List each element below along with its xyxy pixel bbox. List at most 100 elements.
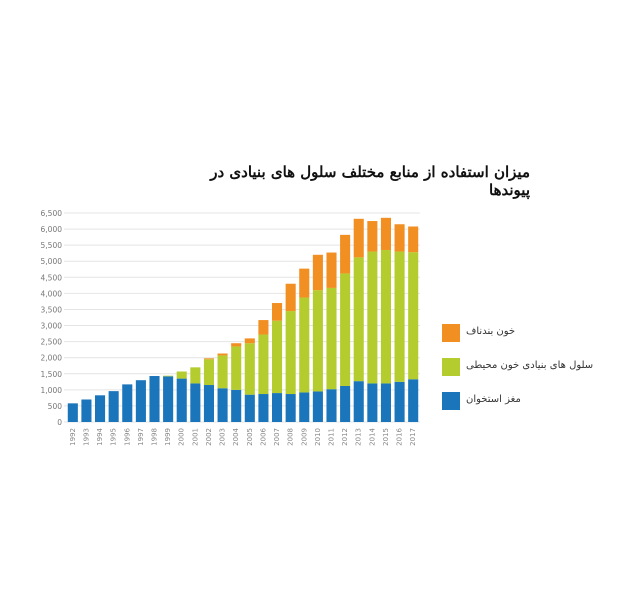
y-tick-label: 0 [57,418,62,427]
bar-segment-2005-series-2 [244,338,255,344]
bar-segment-2015-series-2 [380,217,391,250]
bar-segment-2008-series-0 [285,394,296,422]
legend: خون بندناف سلول های بنیادی خون محیطی مغز… [442,322,593,424]
bar-segment-2005-series-1 [244,343,255,395]
bar-segment-2002-series-2 [203,358,214,360]
x-tick-label-2010: 2010 [314,428,322,446]
x-tick-label-2014: 2014 [368,427,376,445]
bar-segment-1999-series-0 [163,376,174,422]
y-tick-label: 6,000 [41,225,63,234]
x-tick-label-1997: 1997 [137,428,145,446]
bar-segment-2017-series-2 [408,226,419,253]
y-tick-label: 3,500 [41,305,63,314]
legend-label-cord-blood: خون بندناف [466,326,516,337]
bar-segment-2005-series-0 [244,394,255,422]
x-tick-label-1996: 1996 [123,427,131,445]
x-tick-label-2012: 2012 [341,428,349,446]
bar-segment-2002-series-0 [203,385,214,422]
y-tick-label: 3,000 [41,322,63,331]
bar-segment-2000-series-1 [176,371,187,379]
bar-segment-2010-series-2 [312,254,323,291]
legend-label-peripheral-blood: سلول های بنیادی خون محیطی [466,360,594,371]
y-tick-label: 4,000 [41,289,63,298]
bar-segment-2013-series-0 [353,381,364,422]
y-tick-label: 2,000 [41,354,63,363]
x-tick-label-2011: 2011 [328,428,336,446]
x-tick-label-1993: 1993 [82,428,90,446]
bar-segment-2008-series-1 [285,311,296,395]
bar-segment-2013-series-1 [353,257,364,382]
bar-segment-2012-series-1 [340,273,351,386]
bar-segment-2004-series-1 [231,346,242,390]
x-tick-label-2017: 2017 [409,428,417,446]
bar-segment-2017-series-0 [408,379,419,422]
x-tick-label-2005: 2005 [246,428,254,446]
legend-item-peripheral-blood: سلول های بنیادی خون محیطی [442,356,593,378]
x-tick-label-1999: 1999 [164,428,172,446]
y-tick-label: 1,000 [41,386,63,395]
y-axis-tick-labels: 0 500 1,000 1,500 2,000 2,500 3,000 3,500 4,000 4… [41,209,63,427]
x-tick-label-2003: 2003 [219,428,227,446]
bar-segment-2007-series-2 [272,303,283,321]
legend-item-cord-blood: خون بندناف [442,322,572,344]
bar-segment-2003-series-0 [217,388,228,422]
x-tick-label-2009: 2009 [300,428,308,446]
y-tick-label: 4,500 [41,273,63,282]
bar-segment-2013-series-2 [353,218,364,258]
bar-segment-1992-series-0 [67,403,78,422]
bar-segment-1999-series-1 [163,375,174,377]
gridlines [64,212,420,423]
bar-segment-2003-series-1 [217,355,228,389]
legend-swatch-cord-blood [442,324,460,342]
y-tick-label: 5,500 [41,241,63,250]
x-tick-label-2006: 2006 [259,427,267,445]
x-tick-label-2007: 2007 [273,428,281,446]
x-tick-label-2001: 2001 [191,428,199,446]
bar-segment-2001-series-1 [190,367,201,384]
x-tick-label-2000: 2000 [178,428,186,446]
bar-segment-2001-series-0 [190,383,201,422]
y-tick-label: 500 [48,402,63,411]
bar-segment-1998-series-0 [149,376,160,422]
bar-segment-2007-series-0 [272,393,283,422]
bar-segment-2014-series-2 [367,221,378,252]
bar-segment-2004-series-2 [231,343,242,347]
bar-segment-2006-series-0 [258,394,269,422]
bar-segment-2016-series-0 [394,381,405,422]
legend-swatch-bone-marrow [442,392,460,410]
x-tick-label-2002: 2002 [205,428,213,446]
y-tick-label: 1,500 [41,370,63,379]
bar-segment-2012-series-2 [340,234,351,274]
legend-label-bone-marrow: مغز استخوان [466,394,521,405]
bar-segment-2010-series-1 [312,290,323,392]
bar-segment-2004-series-0 [231,389,242,422]
bar-segment-2000-series-0 [176,378,187,422]
y-tick-label: 5,000 [41,257,63,266]
bar-segment-2002-series-1 [203,359,214,386]
x-tick-label-2008: 2008 [287,428,295,446]
bar-segment-2009-series-1 [299,297,310,393]
bar-segment-2016-series-1 [394,251,405,382]
chart-title: میزان استفاده از منابع مختلف سلول های بن… [210,163,530,199]
bar-segment-2006-series-1 [258,334,269,395]
bar-segment-2010-series-0 [312,391,323,422]
bar-segment-2009-series-2 [299,268,310,298]
y-tick-label: 6,500 [41,209,63,218]
bar-segment-1997-series-0 [135,380,146,422]
bar-segment-2008-series-2 [285,283,296,312]
x-tick-label-1994: 1994 [96,427,104,445]
x-tick-label-2004: 2004 [232,427,240,445]
bar-segment-2012-series-0 [340,385,351,422]
bar-segment-2017-series-1 [408,252,419,380]
legend-swatch-peripheral-blood [442,358,460,376]
bar-segment-1994-series-0 [95,395,106,422]
bar-segment-2015-series-1 [380,249,391,384]
bars [67,217,419,422]
bar-segment-2007-series-1 [272,320,283,394]
bar-segment-2009-series-0 [299,392,310,422]
bar-segment-2016-series-2 [394,224,405,252]
y-tick-label: 2,500 [41,338,63,347]
x-tick-label-2013: 2013 [355,428,363,446]
bar-segment-1996-series-0 [122,384,133,422]
legend-item-bone-marrow: مغز استخوان [442,390,572,412]
